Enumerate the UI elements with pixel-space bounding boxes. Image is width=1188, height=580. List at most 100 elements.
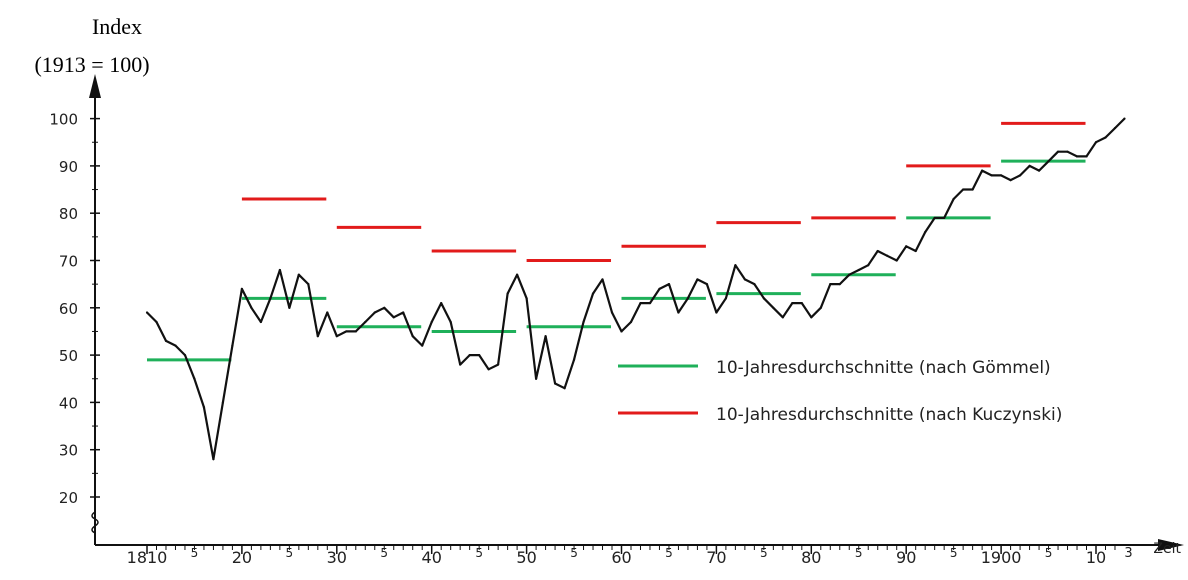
- data-point-1837: [402, 311, 405, 314]
- data-point-1896: [962, 188, 965, 191]
- data-point-1859: [610, 311, 614, 314]
- data-point-1898: [981, 169, 984, 172]
- data-point-1891: [914, 249, 917, 253]
- y-axis-break: [91, 511, 99, 534]
- series-group: [145, 117, 1126, 461]
- price-index-line: [146, 117, 1126, 461]
- x-tick-label-1840: 40: [422, 548, 442, 567]
- data-point-1874: [753, 283, 756, 286]
- data-point-1863: [648, 301, 652, 305]
- x-tick-label-1885: 5: [855, 546, 863, 560]
- data-point-1811: [155, 320, 158, 324]
- data-point-1911: [1104, 136, 1107, 139]
- data-point-1864: [658, 287, 661, 290]
- data-point-1867: [686, 297, 690, 300]
- x-axis-label: Zeit: [1153, 541, 1181, 557]
- data-point-1904: [1037, 169, 1041, 172]
- data-point-1846: [487, 368, 490, 371]
- x-tick-label-1900: 1900: [981, 548, 1022, 567]
- data-point-1856: [582, 320, 585, 324]
- y-tick-label-80: 80: [59, 205, 78, 223]
- data-point-1905: [1047, 160, 1050, 163]
- data-point-1818: [221, 401, 225, 404]
- data-point-1812: [164, 339, 168, 343]
- y-tick-label-90: 90: [59, 158, 78, 176]
- data-point-1819: [231, 344, 234, 347]
- data-point-1906: [1056, 150, 1060, 153]
- data-point-1869: [705, 283, 709, 286]
- y-tick-label-70: 70: [59, 253, 78, 271]
- data-point-1875: [762, 297, 765, 300]
- data-point-1816: [202, 406, 206, 409]
- data-point-1810: [145, 311, 149, 314]
- data-point-1822: [259, 320, 262, 324]
- data-point-1851: [534, 377, 538, 380]
- data-point-1861: [629, 320, 633, 324]
- data-point-1842: [449, 320, 452, 324]
- data-point-1836: [392, 316, 395, 319]
- goemmel-averages: [147, 159, 1086, 362]
- data-point-1850: [525, 297, 528, 300]
- x-tick-label-1905: 5: [1045, 546, 1053, 560]
- data-point-1826: [297, 273, 300, 276]
- data-point-1908: [1075, 155, 1079, 158]
- data-point-1900: [1000, 174, 1003, 177]
- data-point-1829: [326, 311, 329, 314]
- data-point-1893: [933, 216, 936, 220]
- data-point-1854: [563, 387, 566, 390]
- data-point-1880: [810, 316, 813, 319]
- data-point-1910: [1094, 141, 1098, 144]
- legend-label-goemmel: 10-Jahresdurchschnitte (nach Gömmel): [716, 358, 1051, 378]
- data-point-1865: [667, 283, 671, 286]
- data-point-1849: [516, 273, 519, 276]
- data-point-1866: [677, 311, 680, 314]
- data-point-1884: [848, 273, 851, 276]
- data-point-1831: [345, 330, 348, 333]
- data-point-1832: [354, 330, 357, 333]
- x-tick-label-1820: 20: [232, 548, 252, 567]
- data-point-1855: [572, 358, 576, 361]
- y-tick-label-30: 30: [59, 442, 78, 460]
- data-point-1912: [1113, 126, 1117, 130]
- x-tick-label-1875: 5: [760, 546, 768, 560]
- data-point-1820: [240, 287, 243, 290]
- data-point-1890: [905, 245, 908, 248]
- y-axis-label-line1: Index: [92, 14, 142, 39]
- data-point-1825: [288, 306, 291, 309]
- data-point-1841: [440, 301, 443, 305]
- x-tick-label-1855: 5: [570, 546, 578, 560]
- data-point-1897: [971, 188, 974, 191]
- data-point-1821: [250, 306, 253, 309]
- data-point-1882: [829, 283, 832, 286]
- data-point-1833: [364, 320, 367, 324]
- data-point-1871: [724, 297, 727, 300]
- y-axis-label-line2: (1913 = 100): [34, 52, 149, 77]
- x-tick-label-1870: 70: [706, 548, 726, 567]
- data-point-1888: [886, 254, 889, 257]
- data-point-1813: [174, 344, 177, 347]
- data-point-1894: [943, 216, 946, 220]
- x-axis-arrowhead: [1158, 539, 1184, 551]
- data-point-1828: [316, 335, 319, 338]
- data-point-1895: [952, 197, 955, 201]
- data-point-1868: [696, 278, 699, 281]
- data-point-1887: [876, 249, 879, 253]
- x-tick-label-1890: 90: [896, 548, 916, 567]
- data-point-1839: [421, 344, 424, 347]
- data-point-1845: [478, 354, 481, 357]
- y-tick-label-100: 100: [49, 111, 78, 129]
- data-point-1843: [459, 363, 462, 366]
- x-tick-label-1835: 5: [380, 546, 388, 560]
- data-point-1834: [373, 311, 376, 314]
- data-point-1835: [383, 306, 386, 309]
- data-point-1886: [867, 264, 870, 267]
- x-tick-label-1830: 30: [327, 548, 347, 567]
- x-tick-label-1895: 5: [950, 546, 958, 560]
- data-point-1853: [553, 382, 557, 385]
- data-point-1824: [278, 268, 281, 272]
- data-point-1907: [1066, 150, 1069, 153]
- data-point-1844: [468, 354, 471, 357]
- data-point-1840: [430, 320, 433, 324]
- x-tick-label-1913: 3: [1124, 546, 1132, 561]
